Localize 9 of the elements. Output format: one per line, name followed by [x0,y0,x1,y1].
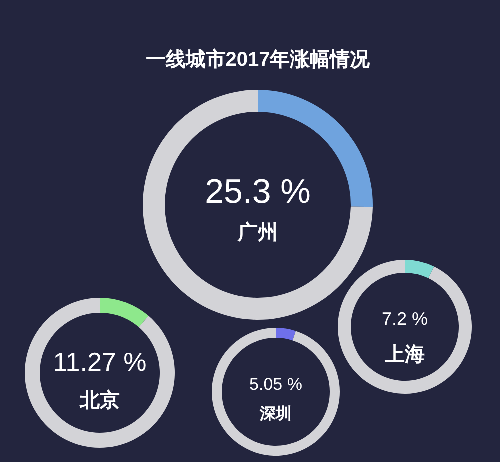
slice-label: 深圳 [259,405,292,424]
data-label: 25.3 % [205,173,311,211]
slice-label: 上海 [384,344,425,366]
slice-label: 北京 [79,389,120,412]
slice-label: 广州 [237,221,278,244]
data-label: 11.27 % [53,347,147,377]
data-label: 7.2 % [382,309,428,329]
chart-title: 一线城市2017年涨幅情况 [146,48,372,71]
data-label: 5.05 % [250,375,302,394]
